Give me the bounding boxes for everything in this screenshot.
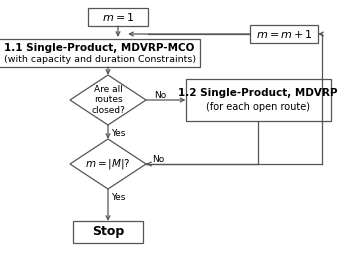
Bar — [250, 25, 318, 43]
Text: $m=|M|?$: $m=|M|?$ — [85, 157, 131, 171]
Polygon shape — [70, 75, 146, 125]
Bar — [73, 221, 143, 243]
Text: No: No — [154, 92, 166, 101]
Text: Stop: Stop — [92, 225, 124, 238]
Bar — [88, 8, 148, 26]
Text: 1.2 Single-Product, MDVRP: 1.2 Single-Product, MDVRP — [178, 88, 338, 98]
Text: Yes: Yes — [111, 128, 125, 138]
Text: $m=m+1$: $m=m+1$ — [256, 28, 313, 40]
Text: Yes: Yes — [111, 192, 125, 202]
Bar — [185, 79, 330, 121]
Text: No: No — [152, 154, 164, 164]
Text: 1.1 Single-Product, MDVRP-MCO: 1.1 Single-Product, MDVRP-MCO — [4, 43, 194, 53]
Text: (with capacity and duration Constraints): (with capacity and duration Constraints) — [4, 55, 196, 63]
Text: Are all
routes
closed?: Are all routes closed? — [91, 85, 125, 115]
Polygon shape — [70, 139, 146, 189]
Text: (for each open route): (for each open route) — [206, 102, 310, 112]
Text: $m=1$: $m=1$ — [102, 11, 134, 23]
Bar — [0, 39, 200, 67]
